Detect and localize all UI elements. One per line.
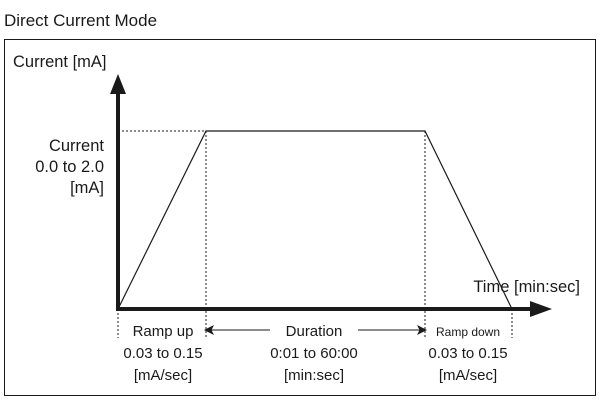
current-range-value: 0.0 to 2.0	[35, 158, 104, 176]
ramp-up-label: Ramp up	[133, 323, 194, 340]
current-range-unit: [mA]	[70, 179, 104, 197]
ramp-down-range: 0.03 to 0.15	[428, 345, 507, 362]
current-range-label: Current	[49, 137, 104, 155]
x-axis-arrowhead	[530, 301, 552, 317]
current-profile-line	[118, 131, 512, 309]
ramp-up-range: 0.03 to 0.15	[123, 345, 202, 362]
x-axis-label: Time [min:sec]	[473, 278, 580, 296]
ramp-up-unit: [mA/sec]	[134, 367, 192, 384]
ramp-down-unit: [mA/sec]	[439, 367, 497, 384]
duration-label: Duration	[286, 323, 343, 340]
y-axis-label: Current [mA]	[13, 53, 107, 71]
ramp-down-label: Ramp down	[436, 325, 500, 339]
duration-range: 0:01 to 60:00	[270, 345, 358, 362]
duration-unit: [min:sec]	[284, 367, 344, 384]
y-axis-arrowhead	[110, 74, 126, 94]
